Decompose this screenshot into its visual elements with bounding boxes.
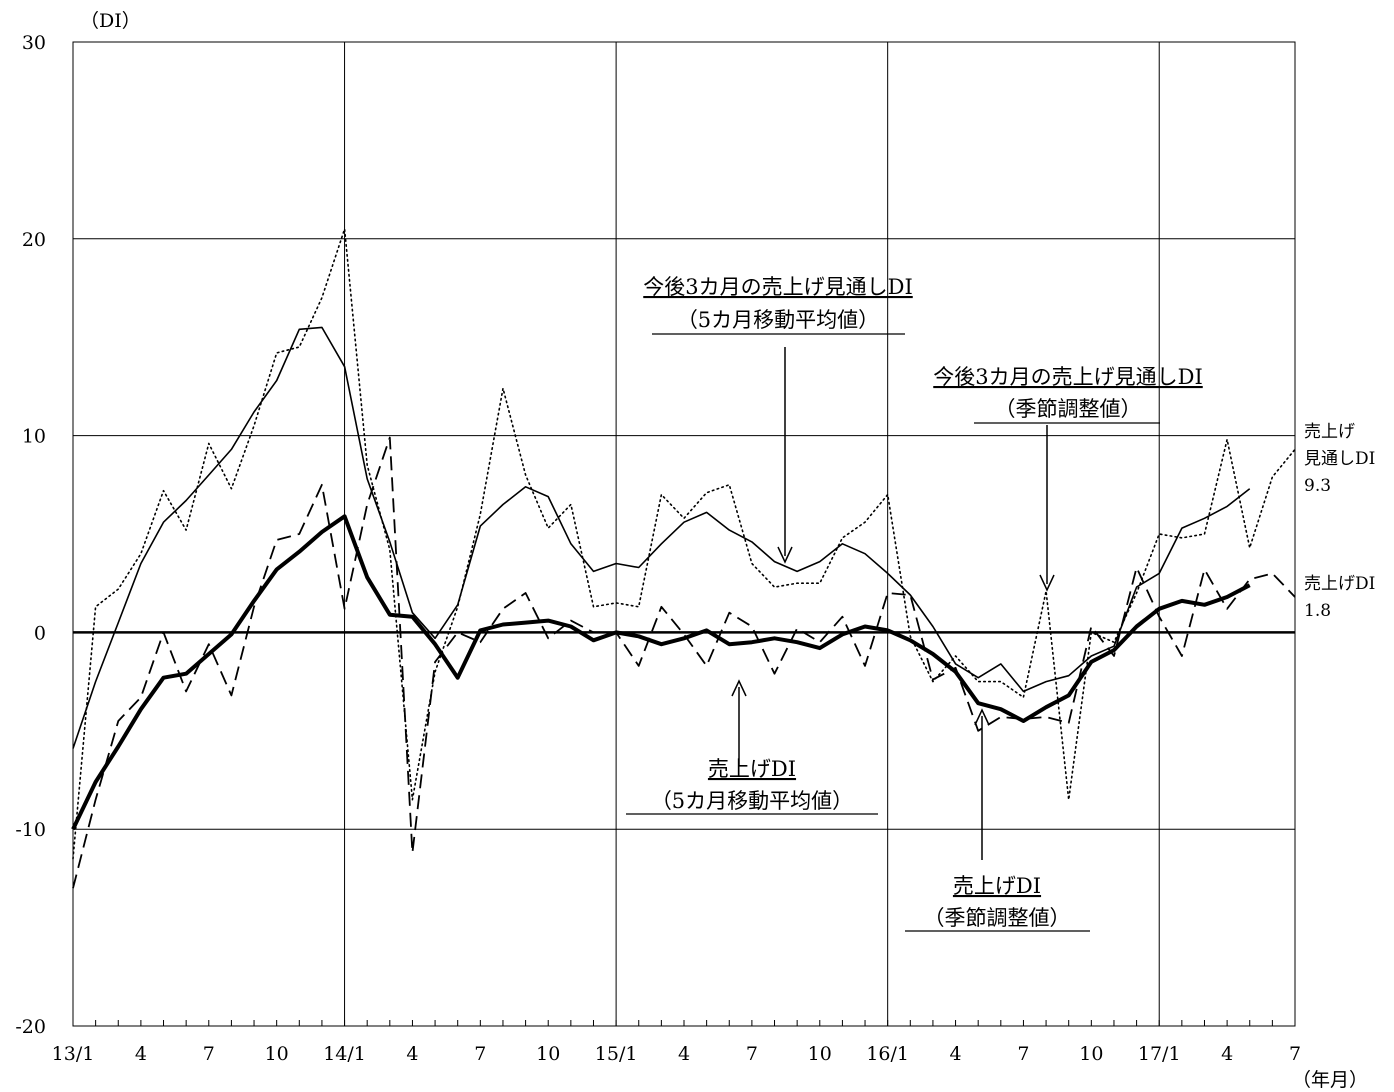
y-tick-label: 10 <box>22 426 46 448</box>
annotation-outlook-seasonal-line2: （季節調整値） <box>995 397 1142 421</box>
annotation-outlook-seasonal: 今後3カ月の売上げ見通しDI （季節調整値） <box>933 365 1203 592</box>
annotation-sales-seasonal: 売上げDI （季節調整値） <box>905 708 1090 932</box>
series-line-4 <box>71 514 1251 831</box>
x-tick-label: 10 <box>808 1043 832 1065</box>
annotation-sales-moving-average: 売上げDI （5カ月移動平均値） <box>626 679 878 815</box>
y-tick-label: 0 <box>34 622 46 644</box>
y-tick-label: 20 <box>22 229 46 251</box>
end-label-outlook-line2: 見通しDI <box>1304 449 1375 469</box>
annotation-outlook-seasonal-line1: 今後3カ月の売上げ見通しDI <box>933 365 1203 389</box>
annotation-outlook-moving-average: 今後3カ月の売上げ見通しDI （5カ月移動平均値） <box>643 275 913 564</box>
x-tick-label: 16/1 <box>866 1043 909 1065</box>
annotation-sales-moving-average-line2: （5カ月移動平均値） <box>651 789 853 813</box>
x-tick-label: 4 <box>1221 1043 1233 1065</box>
gridlines <box>72 42 1296 1026</box>
x-axis-tick-labels: 13/1 4 7 10 14/1 4 7 10 15/1 4 7 10 16/1 4 7 10 17/1 4 7 <box>52 1043 1301 1065</box>
y-tick-label: -20 <box>15 1016 46 1038</box>
annotation-outlook-moving-average-line2: （5カ月移動平均値） <box>677 308 879 332</box>
x-tick-label: 13/1 <box>52 1043 95 1065</box>
y-axis-tick-labels: 30 20 10 0 -10 -20 <box>15 32 46 1038</box>
annotation-sales-moving-average-line1: 売上げDI <box>708 757 796 781</box>
x-tick-label: 10 <box>265 1043 289 1065</box>
x-tick-label: 4 <box>678 1043 690 1065</box>
y-axis-unit: （DI） <box>80 10 141 32</box>
x-tick-label: 15/1 <box>595 1043 638 1065</box>
series-layer <box>71 228 1296 889</box>
annotation-outlook-moving-average-arrowhead <box>777 546 793 564</box>
x-tick-label: 4 <box>950 1043 962 1065</box>
x-tick-label: 7 <box>1289 1043 1301 1065</box>
series-line-1 <box>72 228 1296 860</box>
annotation-sales-seasonal-arrowhead <box>974 708 990 726</box>
x-tick-label: 10 <box>536 1043 560 1065</box>
x-tick-label: 7 <box>203 1043 215 1065</box>
plot-area <box>72 41 1296 1027</box>
x-tick-label: 7 <box>474 1043 486 1065</box>
x-tick-label: 7 <box>746 1043 758 1065</box>
annotation-sales-seasonal-line2: （季節調整値） <box>924 906 1071 930</box>
x-tick-label: 7 <box>1017 1043 1029 1065</box>
annotation-outlook-moving-average-line1: 今後3カ月の売上げ見通しDI <box>643 275 913 299</box>
y-tick-label: 30 <box>22 32 46 54</box>
end-label-outlook-value: 9.3 <box>1304 476 1331 496</box>
series-line-2 <box>72 326 1251 749</box>
end-label-sales-line1: 売上げDI <box>1304 574 1375 594</box>
end-label-outlook-line1: 売上げ <box>1304 422 1355 442</box>
x-tick-label: 10 <box>1079 1043 1103 1065</box>
x-tick-label: 4 <box>406 1043 418 1065</box>
x-tick-label: 14/1 <box>323 1043 366 1065</box>
end-label-sales-value: 1.8 <box>1304 601 1331 621</box>
end-label-outlook: 売上げ 見通しDI 9.3 <box>1304 422 1375 496</box>
x-tick-label: 4 <box>135 1043 147 1065</box>
annotation-sales-seasonal-line1: 売上げDI <box>953 874 1041 898</box>
x-tick-label: 17/1 <box>1138 1043 1181 1065</box>
annotation-outlook-seasonal-arrowhead <box>1039 574 1055 592</box>
x-axis-unit: （年月） <box>1292 1069 1368 1091</box>
end-label-sales: 売上げDI 1.8 <box>1304 574 1375 621</box>
annotation-sales-moving-average-arrowhead <box>731 679 747 697</box>
y-tick-label: -10 <box>15 819 46 841</box>
